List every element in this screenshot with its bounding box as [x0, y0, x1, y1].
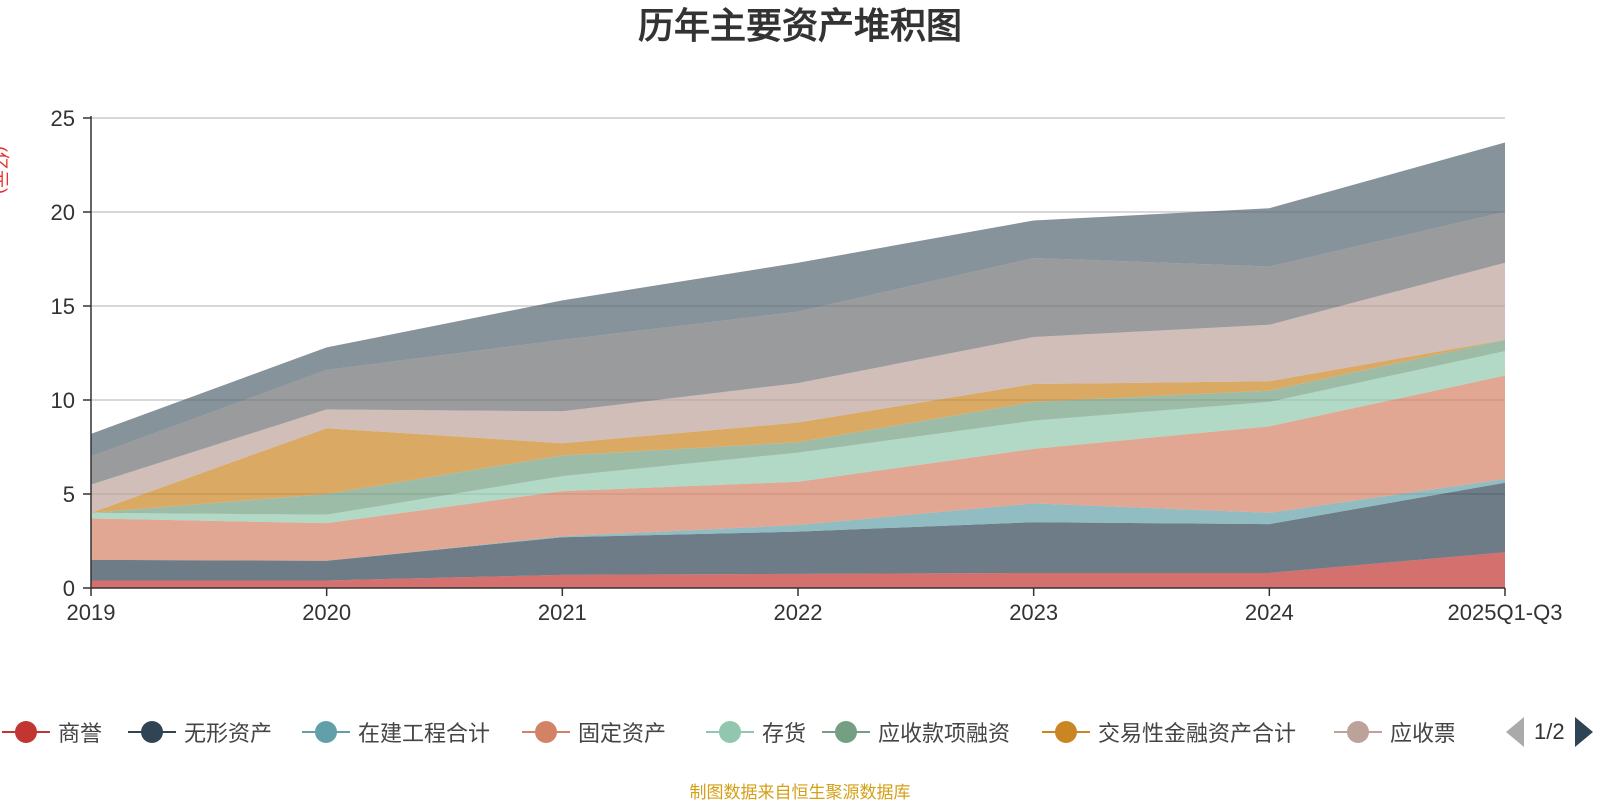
- legend-marker-icon: [520, 712, 572, 752]
- y-tick-label: 5: [63, 482, 75, 507]
- legend-label: 在建工程合计: [358, 721, 491, 746]
- area-series: [91, 339, 1505, 513]
- stacked-area-chart: 0 5 10 15 20 25 2019 2020 2021 2022 2023 2024 2025Q1…: [51, 106, 1563, 625]
- area-series: [91, 142, 1505, 457]
- x-tick-label: 2025Q1-Q3: [1448, 600, 1563, 625]
- legend-label: 商誉: [58, 721, 103, 746]
- y-tick-label: 10: [51, 388, 75, 413]
- legend-marker-icon: [704, 712, 756, 752]
- legend-page-indicator: 1/2: [1534, 719, 1565, 744]
- legend-prev-page-icon[interactable]: [1506, 717, 1524, 747]
- y-tick-label: 20: [51, 200, 75, 225]
- legend-item[interactable]: 应收票据: [1332, 712, 1454, 752]
- x-tick-label: 2023: [1009, 600, 1058, 625]
- legend-marker-icon: [0, 712, 52, 752]
- x-tick-label: 2021: [538, 600, 587, 625]
- legend-marker-icon: [1332, 712, 1384, 752]
- y-tick-label: 25: [51, 106, 75, 131]
- area-series: [91, 478, 1505, 561]
- area-series: [91, 375, 1505, 561]
- y-tick-label: 15: [51, 294, 75, 319]
- y-tick-label: 0: [63, 576, 75, 601]
- legend-label: 无形资产: [184, 721, 273, 746]
- x-tick-label: 2022: [774, 600, 823, 625]
- legend-marker-icon: [300, 712, 352, 752]
- legend-item[interactable]: 交易性金融资产合计: [1040, 712, 1325, 752]
- legend-label: 存货: [762, 721, 807, 746]
- legend-marker-icon: [820, 712, 872, 752]
- area-series: [91, 212, 1505, 485]
- source-note: 制图数据来自恒生聚源数据库: [689, 783, 911, 802]
- legend-label: 交易性金融资产合计: [1098, 721, 1297, 746]
- legend-item[interactable]: 应收款项融资: [820, 712, 1035, 752]
- legend-item[interactable]: 无形资产: [126, 712, 296, 752]
- legend-item[interactable]: 存货: [704, 712, 814, 752]
- legend-item[interactable]: 固定资产: [520, 712, 698, 752]
- legend-item[interactable]: 在建工程合计: [300, 712, 515, 752]
- area-series: [91, 552, 1505, 588]
- chart-title: 历年主要资产堆积图: [637, 5, 962, 46]
- area-series: [91, 262, 1505, 513]
- legend: 商誉 无形资产 在建工程合计 固定资产 存货 应收款项融资 交易性金融资产合计 应收票据: [0, 712, 1600, 752]
- x-tick-label: 2019: [67, 600, 116, 625]
- x-tick-label: 2024: [1245, 600, 1294, 625]
- legend-label: 应收款项融资: [878, 721, 1011, 746]
- legend-marker-icon: [1040, 712, 1092, 752]
- legend-next-page-icon[interactable]: [1574, 717, 1593, 747]
- legend-item[interactable]: 商誉: [0, 712, 120, 752]
- legend-marker-icon: [126, 712, 178, 752]
- x-tick-label: 2020: [302, 600, 351, 625]
- legend-label: 应收票据: [1390, 721, 1454, 746]
- legend-label: 固定资产: [578, 721, 667, 746]
- legend-pager: 1/2: [1506, 712, 1593, 752]
